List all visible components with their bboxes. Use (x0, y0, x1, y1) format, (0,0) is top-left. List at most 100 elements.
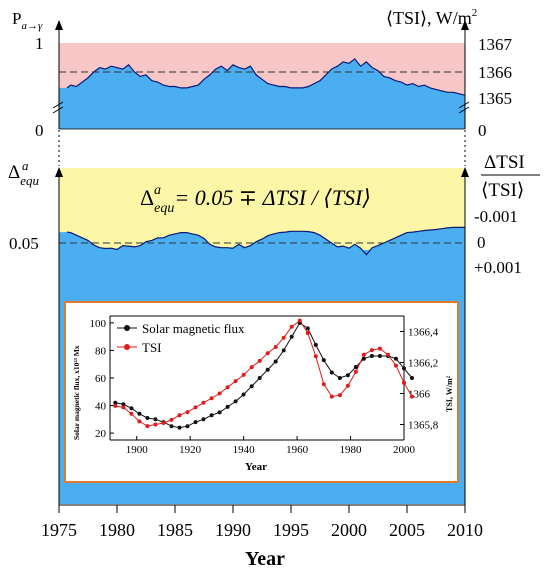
flux-point (209, 413, 214, 418)
x-tick-label-1985: 1985 (157, 520, 193, 540)
tsi-point (177, 413, 182, 418)
inset-left-tick-label-80: 80 (95, 345, 107, 357)
inset-chart: 1900 1920 1940 1960 1980 2000 20 40 60 80 100 1365,… (64, 301, 459, 483)
inset-x-tick-label-1900: 1900 (126, 444, 149, 456)
tsi-point (305, 331, 310, 335)
tsi-point (337, 393, 342, 398)
inset-x-tick-label-2000: 2000 (393, 444, 416, 456)
middle-formula-sup: a (154, 183, 161, 198)
flux-point (265, 367, 270, 372)
flux-point (410, 376, 414, 380)
tsi-point (329, 394, 334, 399)
flux-point (121, 402, 126, 407)
middle-left-ylabel: Δequ (8, 162, 39, 188)
flux-point (153, 417, 158, 422)
flux-point (217, 410, 222, 415)
inset-xlabel: Year (245, 461, 267, 473)
legend-flux-label: Solar magnetic flux (142, 321, 245, 336)
x-tick-label-2000: 2000 (331, 520, 367, 540)
tsi-point (410, 394, 414, 399)
tsi-point (394, 363, 398, 368)
middle-formula: Δequ= 0.05 ∓ ΔTSI / ⟨TSI⟩ (140, 185, 371, 216)
inset-ticks: 1900 1920 1940 1960 1980 2000 20 40 60 80 100 1365,… (90, 318, 439, 456)
middle-left-axis-arrow (55, 167, 63, 177)
top-right-tick-0: 0 (478, 121, 487, 140)
flux-point (273, 359, 278, 364)
top-left-tick-1: 1 (35, 34, 44, 53)
tsi-point (169, 417, 174, 422)
inset-left-tick-label-60: 60 (95, 373, 107, 385)
inset-right-tick-label-1366,4: 1366,4 (408, 327, 439, 339)
legend-flux-marker (124, 325, 130, 331)
inset-left-tick-label-40: 40 (95, 401, 107, 413)
top-panel-blue-area (59, 58, 465, 129)
flux-point (145, 416, 150, 420)
tsi-point (225, 385, 230, 390)
inset-x-tick-label-1940: 1940 (233, 444, 256, 456)
x-tick-label-1975: 1975 (41, 520, 77, 540)
flux-point (289, 334, 294, 339)
inset-left-ylabel: Solar magnetic flux, x10²³ Mx (72, 345, 81, 440)
tsi-point (233, 379, 238, 384)
inset-x-tick-label-1960: 1960 (286, 444, 309, 456)
middle-right-tick-minus: -0.001 (474, 207, 518, 226)
inset-legend: Solar magnetic flux TSI (117, 321, 245, 355)
tsi-point (185, 410, 190, 415)
tsi-point (129, 411, 134, 416)
tsi-point (289, 324, 294, 329)
tsi-point (209, 396, 214, 401)
flux-point (321, 358, 326, 363)
flux-point (369, 354, 374, 358)
flux-point (257, 376, 262, 380)
flux-point (313, 342, 318, 347)
tsi-point (297, 318, 302, 323)
tsi-point (201, 400, 206, 405)
tsi-point (121, 405, 126, 410)
tsi-point (273, 345, 278, 349)
tsi-point (193, 405, 198, 410)
top-left-axis-arrow (55, 20, 63, 30)
middle-right-axis-arrow (461, 167, 469, 177)
top-left-ylabel: Pa→γ (12, 9, 43, 32)
tsi-point (257, 358, 262, 363)
inset-x-tick-label-1920: 1920 (179, 444, 202, 456)
x-axis-ticks: 1975 1980 1985 1990 1995 2000 2005 2010 (41, 505, 483, 540)
flux-point (281, 348, 286, 353)
flux-point (193, 420, 198, 425)
inset-right-tick-label-1366: 1366 (408, 389, 431, 401)
middle-right-ylabel-num: ΔTSI (484, 152, 525, 173)
top-right-tick-1367: 1367 (478, 35, 513, 54)
flux-point (177, 425, 182, 430)
flux-point (329, 370, 334, 375)
legend-tsi-marker (124, 344, 130, 350)
tsi-point (265, 351, 270, 356)
tsi-point (377, 346, 382, 351)
flux-point (169, 424, 174, 429)
flux-point (345, 373, 350, 378)
flux-point (402, 366, 406, 371)
tsi-point (321, 382, 326, 387)
flux-point (377, 354, 382, 358)
top-right-axis-arrow (461, 20, 469, 30)
tsi-point (313, 354, 318, 359)
tsi-point (353, 369, 358, 374)
tsi-point (145, 424, 150, 429)
flux-point (361, 356, 366, 361)
flux-point (241, 392, 246, 397)
flux-point (249, 384, 254, 389)
flux-point (394, 356, 398, 361)
flux-point (233, 399, 238, 404)
top-right-tick-1365: 1365 (478, 89, 512, 108)
tsi-point (361, 352, 366, 357)
tsi-point (241, 372, 246, 377)
flux-point (129, 406, 134, 411)
flux-point (225, 404, 230, 409)
x-tick-label-1990: 1990 (215, 520, 251, 540)
top-right-tick-1366: 1366 (478, 63, 512, 82)
top-left-tick-0: 0 (35, 121, 44, 140)
tsi-point (153, 422, 158, 427)
top-panel-series-line (66, 58, 466, 96)
x-axis: 1975 1980 1985 1990 1995 2000 2005 2010 Year (41, 504, 483, 570)
legend-tsi-label: TSI (142, 340, 162, 355)
